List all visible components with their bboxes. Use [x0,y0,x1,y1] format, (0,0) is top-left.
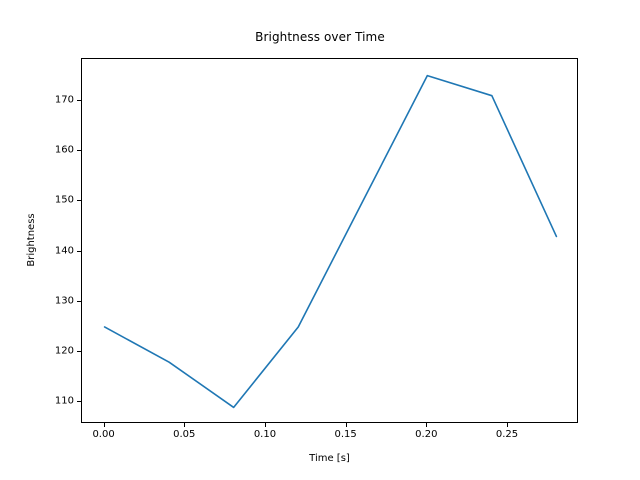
x-tick-mark [507,423,508,427]
x-tick-mark [104,423,105,427]
data-series-line [103,74,558,409]
y-axis-tick-labels: 110 120 130 140 150 160 170 [0,0,74,480]
y-axis-label-wrap: Brightness [22,0,42,480]
x-tick-mark [184,423,185,427]
x-axis-label: Time [s] [309,453,350,464]
x-tick-label: 0.00 [92,429,115,440]
y-tick-mark [77,301,81,302]
x-tick-label: 0.15 [334,429,357,440]
y-tick-mark [77,200,81,201]
y-tick-label: 110 [54,395,74,407]
brightness-line [103,74,558,409]
y-tick-mark [77,351,81,352]
y-tick-mark [77,251,81,252]
y-tick-mark [77,100,81,101]
x-tick-label: 0.20 [415,429,438,440]
x-tick-mark [346,423,347,427]
y-tick-mark [77,401,81,402]
y-tick-label: 160 [54,144,74,156]
y-tick-label: 120 [54,345,74,357]
plot-area [81,58,578,423]
y-tick-label: 140 [54,245,74,257]
y-tick-label: 150 [54,194,74,206]
y-tick-label: 170 [54,94,74,106]
chart-title: Brightness over Time [255,30,385,44]
x-tick-label: 0.10 [253,429,277,440]
x-tick-mark [426,423,427,427]
y-tick-mark [77,150,81,151]
x-tick-label: 0.25 [495,429,519,440]
x-tick-mark [265,423,266,427]
y-tick-label: 130 [54,295,74,307]
y-axis-label: Brightness [26,213,37,267]
x-tick-label: 0.05 [173,429,196,440]
